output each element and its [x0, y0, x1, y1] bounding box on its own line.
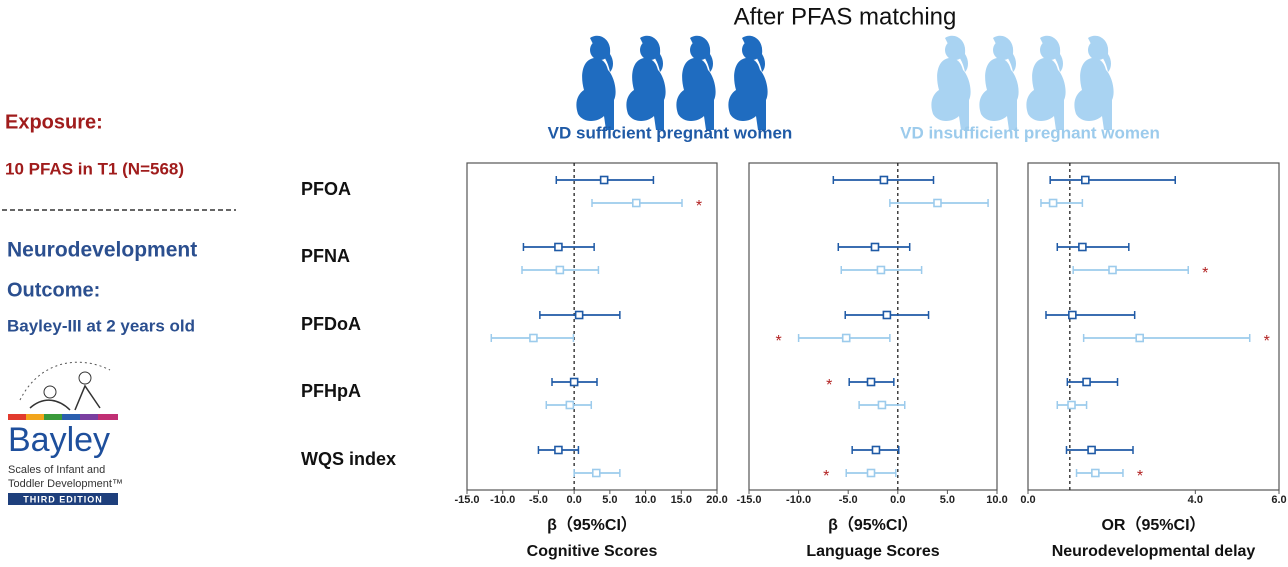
- estimate: [866, 468, 876, 478]
- x-tick-label: 20.0: [706, 494, 727, 506]
- outcome-heading: Outcome:: [7, 279, 100, 301]
- x-tick-label: 5.0: [940, 494, 955, 506]
- x-tick-label: 0.0: [1020, 494, 1035, 506]
- title: After PFAS matching: [734, 3, 957, 30]
- significance-mark: *: [1202, 265, 1208, 282]
- exposure-heading: Exposure:: [5, 111, 103, 133]
- row-label: PFOA: [301, 179, 351, 199]
- estimate: [1078, 242, 1087, 252]
- estimate: [554, 242, 563, 252]
- x-tick-label: -10.0: [490, 494, 515, 506]
- estimate: [554, 445, 563, 455]
- significance-mark: *: [775, 333, 781, 350]
- logo-text: Toddler Development™: [8, 478, 123, 490]
- estimate: [1082, 377, 1091, 387]
- logo-name: Bayley: [8, 421, 110, 459]
- estimate: [1135, 333, 1144, 343]
- x-tick-label: 10.0: [986, 494, 1007, 506]
- plot-frame: [1027, 162, 1280, 491]
- legend-label: VD sufficient pregnant women: [548, 123, 793, 142]
- left-panel: Exposure: 10 PFAS in T1 (N=568) Neurodev…: [2, 111, 236, 335]
- x-tick-label: 0.0: [890, 494, 905, 506]
- legend-label: VD insufficient pregnant women: [900, 123, 1160, 142]
- x-tick-label: -5.0: [529, 494, 548, 506]
- plot-frame: [466, 162, 718, 491]
- estimate: [1091, 468, 1100, 478]
- estimate: [933, 198, 942, 208]
- exposure: 10 PFAS in T1 (N=568): [5, 159, 184, 178]
- plot-frame: [748, 162, 998, 491]
- row-label: PFHpA: [301, 381, 361, 401]
- estimate: [877, 400, 887, 410]
- x-tick-label: -15.0: [454, 494, 479, 506]
- estimate: [882, 310, 892, 320]
- estimate: [565, 400, 575, 410]
- estimate: [599, 175, 609, 185]
- x-tick-label: -10.0: [786, 494, 811, 506]
- row-label: WQS index: [301, 449, 396, 469]
- significance-mark: *: [1264, 333, 1270, 350]
- x-tick-label: 6.0: [1271, 494, 1286, 506]
- outcome: Bayley-III at 2 years old: [7, 316, 195, 335]
- x-axis-subtitle: Cognitive Scores: [527, 543, 658, 560]
- estimate: [876, 265, 886, 275]
- estimate: [529, 333, 538, 343]
- row-label: PFNA: [301, 246, 350, 266]
- x-tick-label: 10.0: [635, 494, 656, 506]
- row-label: PFDoA: [301, 314, 361, 334]
- x-axis-label: β（95%CI）: [547, 516, 637, 534]
- icons-insufficient: [931, 35, 1114, 131]
- estimate: [866, 377, 876, 387]
- significance-mark: *: [696, 198, 702, 215]
- x-tick-label: 5.0: [602, 494, 617, 506]
- estimate: [879, 175, 889, 185]
- estimate: [1048, 198, 1058, 208]
- x-tick-label: 4.0: [1188, 494, 1203, 506]
- estimate: [1108, 265, 1117, 275]
- estimate: [631, 198, 641, 208]
- logo-text: Scales of Infant and: [8, 464, 105, 476]
- estimate: [574, 310, 584, 320]
- x-tick-label: -15.0: [736, 494, 761, 506]
- estimate: [591, 468, 601, 478]
- estimate: [1087, 445, 1096, 455]
- estimate: [1081, 175, 1090, 185]
- significance-mark: *: [826, 377, 832, 394]
- estimate: [1068, 310, 1077, 320]
- icons-sufficient: [576, 35, 768, 131]
- x-axis-label: OR（95%CI）: [1101, 516, 1205, 534]
- x-axis-subtitle: Language Scores: [806, 543, 939, 560]
- estimate: [870, 242, 880, 252]
- outcome-heading: Neurodevelopment: [7, 239, 197, 262]
- x-axis-label: β（95%CI）: [828, 516, 918, 534]
- significance-mark: *: [823, 468, 829, 485]
- x-tick-label: 15.0: [671, 494, 692, 506]
- estimate: [841, 333, 851, 343]
- x-tick-label: 0.0: [566, 494, 581, 506]
- estimate: [1067, 400, 1076, 410]
- significance-mark: *: [1137, 468, 1143, 485]
- estimate: [871, 445, 881, 455]
- estimate: [569, 377, 579, 387]
- logo-edition: THIRD EDITION: [23, 494, 103, 504]
- bayley-logo: Bayley Scales of Infant and Toddler Deve…: [8, 361, 123, 505]
- x-axis-subtitle: Neurodevelopmental delay: [1052, 543, 1256, 560]
- x-tick-label: -5.0: [839, 494, 858, 506]
- estimate: [555, 265, 565, 275]
